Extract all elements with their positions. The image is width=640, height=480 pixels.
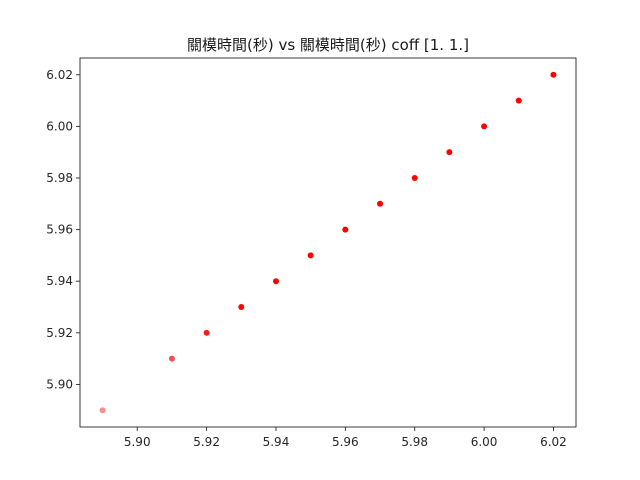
y-tick-label: 5.96 (46, 223, 73, 237)
x-tick-label: 5.92 (193, 435, 220, 449)
scatter-point (550, 71, 557, 78)
x-tick-label: 6.02 (540, 435, 567, 449)
scatter-point (342, 226, 349, 233)
chart-title: 關模時間(秒) vs 關模時間(秒) coff [1. 1.] (187, 36, 469, 54)
scatter-point (99, 407, 106, 414)
data-points (99, 71, 557, 414)
scatter-point (515, 97, 522, 104)
scatter-point (168, 355, 175, 362)
y-tick-label: 5.98 (46, 171, 73, 185)
scatter-point (446, 149, 453, 156)
y-tick-label: 5.92 (46, 326, 73, 340)
y-axis: 5.90 5.92 5.94 5.96 5.98 6.00 6.02 (46, 68, 80, 391)
x-tick-label: 5.90 (124, 435, 151, 449)
y-tick-label: 5.94 (46, 274, 73, 288)
scatter-point (481, 123, 488, 130)
scatter-point (203, 329, 210, 336)
scatter-point (307, 252, 314, 259)
y-tick-label: 6.02 (46, 68, 73, 82)
x-tick-label: 5.98 (401, 435, 428, 449)
scatter-point (411, 174, 418, 181)
plot-area-frame (79, 57, 577, 428)
scatter-point (377, 200, 384, 207)
x-tick-label: 5.94 (263, 435, 290, 449)
x-axis: 5.90 5.92 5.94 5.96 5.98 6.00 6.02 (124, 427, 567, 449)
y-tick-label: 6.00 (46, 119, 73, 133)
scatter-point (272, 278, 279, 285)
y-tick-label: 5.90 (46, 377, 73, 391)
x-tick-label: 6.00 (471, 435, 498, 449)
scatter-point (238, 304, 245, 311)
x-tick-label: 5.96 (332, 435, 359, 449)
